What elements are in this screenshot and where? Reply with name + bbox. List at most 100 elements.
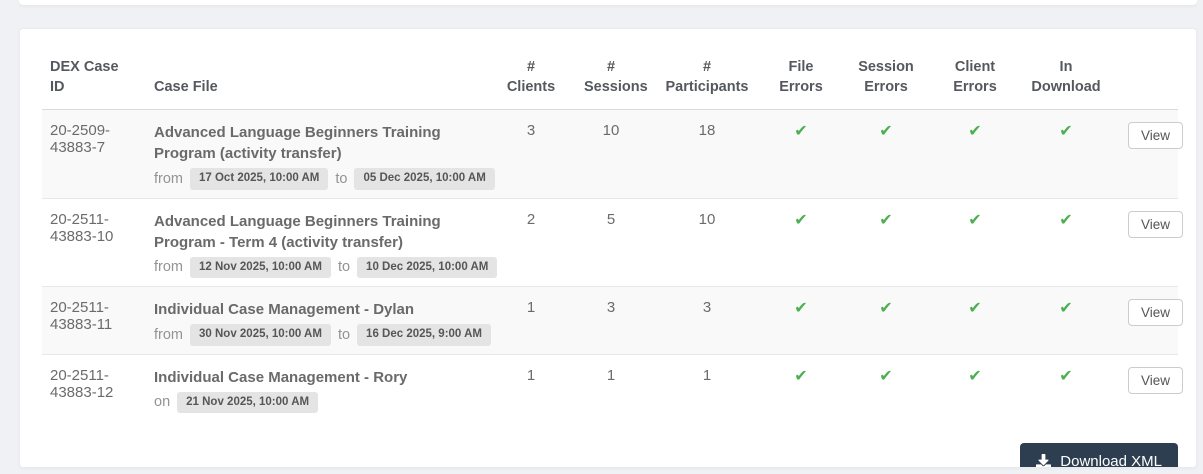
download-xml-button[interactable]: Download XML <box>1020 443 1178 468</box>
table-row: 20-2511-43883-11 Individual Case Managem… <box>42 286 1184 355</box>
file-errors-status: ✔ <box>768 109 834 199</box>
session-errors-status: ✔ <box>834 354 938 421</box>
participants-count: 18 <box>646 109 768 199</box>
check-icon: ✔ <box>794 300 808 317</box>
date-start-badge: 30 Nov 2025, 10:00 AM <box>190 324 331 346</box>
sessions-count: 3 <box>576 286 646 355</box>
date-range: from 30 Nov 2025, 10:00 AM to 16 Dec 202… <box>154 324 491 346</box>
client-errors-status: ✔ <box>938 109 1012 199</box>
date-separator: to <box>335 170 348 187</box>
clients-count: 1 <box>526 366 536 384</box>
file-errors-status: ✔ <box>768 354 834 421</box>
table-row: 20-2509-43883-7 Advanced Language Beginn… <box>42 109 1184 199</box>
download-icon <box>1036 454 1052 467</box>
session-errors-status: ✔ <box>834 286 938 355</box>
sessions-count: 5 <box>576 198 646 287</box>
case-file-title: Advanced Language Beginners Training Pro… <box>154 124 441 162</box>
in-download-status: ✔ <box>1012 286 1120 355</box>
client-errors-status: ✔ <box>938 286 1012 355</box>
date-single: on 21 Nov 2025, 10:00 AM <box>154 391 478 413</box>
date-prefix: from <box>154 170 183 187</box>
header-client-errors: Client Errors <box>938 57 1012 110</box>
sessions-count: 10 <box>576 109 646 199</box>
check-icon: ✔ <box>1059 123 1073 140</box>
actions-cell: View <box>1120 198 1184 287</box>
dex-case-id: 20-2511-43883-11 <box>42 286 146 355</box>
participants-count: 3 <box>646 286 768 355</box>
date-end-badge: 16 Dec 2025, 9:00 AM <box>357 324 491 346</box>
view-button[interactable]: View <box>1128 122 1184 149</box>
check-icon: ✔ <box>879 300 893 317</box>
header-clients: # Clients <box>486 57 576 110</box>
table-row: 20-2511-43883-12 Individual Case Managem… <box>42 354 1184 421</box>
date-separator: to <box>337 259 351 276</box>
check-icon: ✔ <box>794 123 808 140</box>
check-icon: ✔ <box>968 211 982 229</box>
header-sessions: # Sessions <box>576 57 648 110</box>
actions-cell: View <box>1120 286 1184 355</box>
date-range: from 17 Oct 2025, 10:00 AM to 05 Dec 202… <box>154 168 495 190</box>
case-file-cell: Individual Case Management - Dylan from … <box>146 286 491 355</box>
client-errors-status: ✔ <box>938 354 1012 421</box>
case-file-cell: Advanced Language Beginners Training Pro… <box>146 198 498 287</box>
participants-count: 10 <box>646 198 768 287</box>
session-errors-status: ✔ <box>834 109 938 199</box>
participants-count: 1 <box>702 366 712 384</box>
client-errors-status: ✔ <box>938 198 1012 287</box>
file-errors-status: ✔ <box>768 198 834 287</box>
date-prefix: on <box>154 394 171 411</box>
header-actions <box>1120 57 1178 110</box>
table-header-row: DEX Case ID Case File # Clients # Sessio… <box>42 57 1178 110</box>
clients-count: 3 <box>486 109 576 199</box>
check-icon: ✔ <box>1059 367 1073 385</box>
check-icon: ✔ <box>794 211 808 229</box>
case-file-cell: Advanced Language Beginners Training Pro… <box>146 109 495 199</box>
date-start-badge: 21 Nov 2025, 10:00 AM <box>177 391 319 413</box>
check-icon: ✔ <box>968 367 982 385</box>
in-download-status: ✔ <box>1012 198 1120 287</box>
dex-case-id: 20-2509-43883-7 <box>42 109 146 199</box>
clients-count: 2 <box>486 198 576 287</box>
actions-cell: View <box>1120 109 1184 199</box>
actions-cell: View <box>1120 354 1184 421</box>
dex-case-id: 20-2511-43883-12 <box>50 366 114 401</box>
check-icon: ✔ <box>1059 300 1073 317</box>
case-file-title: Advanced Language Beginners Training Pro… <box>154 212 441 251</box>
dex-case-id: 20-2511-43883-10 <box>42 198 146 287</box>
in-download-status: ✔ <box>1012 354 1120 421</box>
check-icon: ✔ <box>879 367 893 385</box>
file-errors-status: ✔ <box>768 286 834 355</box>
header-in-download: In Download <box>1012 57 1120 110</box>
date-separator: to <box>337 326 351 343</box>
in-download-status: ✔ <box>1012 109 1120 199</box>
check-icon: ✔ <box>1059 211 1073 229</box>
dex-cases-table: DEX Case ID Case File # Clients # Sessio… <box>42 57 1184 421</box>
date-start-badge: 12 Nov 2025, 10:00 AM <box>190 256 331 278</box>
session-errors-status: ✔ <box>834 198 938 287</box>
case-file-title: Individual Case Management - Rory <box>154 368 408 386</box>
date-prefix: from <box>154 259 183 276</box>
date-end-badge: 05 Dec 2025, 10:00 AM <box>354 168 495 190</box>
view-button[interactable]: View <box>1128 210 1184 238</box>
date-end-badge: 10 Dec 2025, 10:00 AM <box>357 256 498 278</box>
table-row: 20-2511-43883-10 Advanced Language Begin… <box>42 198 1184 287</box>
sessions-count: 1 <box>606 366 616 384</box>
header-participants: # Participants <box>646 57 768 110</box>
check-icon: ✔ <box>968 300 982 317</box>
header-dex-case-id: DEX Case ID <box>42 57 146 110</box>
header-case-file: Case File <box>146 57 486 110</box>
date-prefix: from <box>154 326 183 343</box>
download-xml-label: Download XML <box>1060 453 1162 468</box>
case-file-title: Individual Case Management - Dylan <box>154 301 415 318</box>
view-button[interactable]: View <box>1128 299 1184 326</box>
view-button[interactable]: View <box>1128 366 1184 394</box>
check-icon: ✔ <box>879 123 893 140</box>
check-icon: ✔ <box>794 367 808 385</box>
clients-count: 1 <box>486 286 576 355</box>
case-file-cell: Individual Case Management - Rory on 21 … <box>146 354 486 421</box>
dex-cases-panel: DEX Case ID Case File # Clients # Sessio… <box>19 28 1197 468</box>
date-start-badge: 17 Oct 2025, 10:00 AM <box>190 168 329 190</box>
top-card-fragment <box>19 0 1197 5</box>
header-file-errors: File Errors <box>768 57 834 110</box>
header-session-errors: Session Errors <box>834 57 938 110</box>
